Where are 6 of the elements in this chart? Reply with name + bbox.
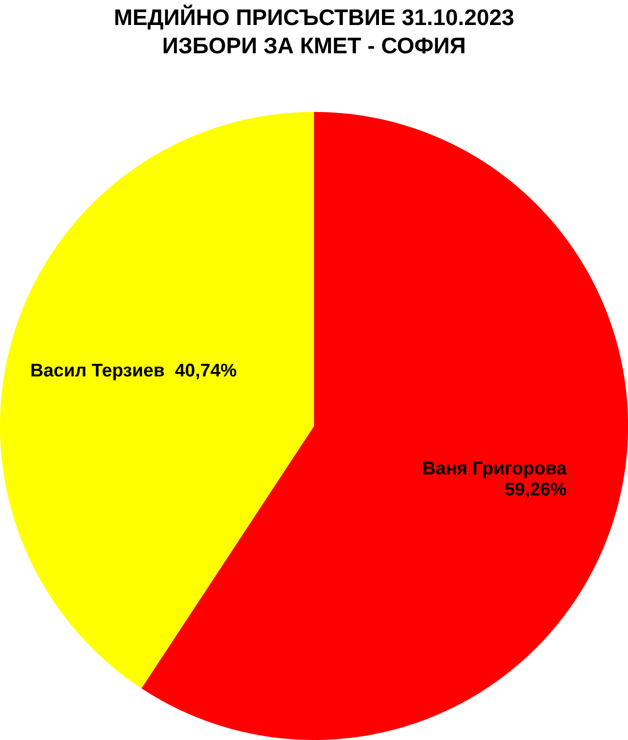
slice-label: Васил Терзиев: [31, 364, 164, 380]
data-label: 59,26%: [505, 482, 566, 498]
chart-title: МЕДИЙНО ПРИСЪСТВИЕ 31.10.2023: [115, 4, 514, 30]
slice-label: Ваня Григорова: [424, 462, 567, 478]
chart-subtitle: ИЗБОРИ ЗА КМЕТ - СОФИЯ: [164, 38, 464, 54]
data-label: 40,74%: [175, 364, 236, 380]
